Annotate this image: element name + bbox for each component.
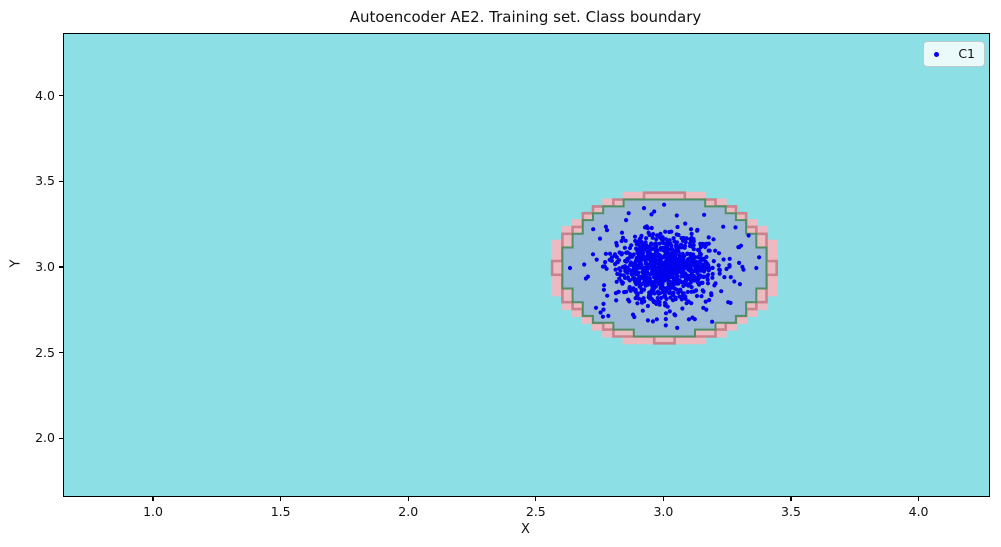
x-tick-mark [535, 496, 537, 501]
x-tick-label: 1.5 [270, 504, 291, 519]
x-tick-mark [152, 496, 154, 501]
y-tick-label: 4.0 [35, 87, 55, 103]
legend: C1 [923, 41, 985, 67]
x-tick-label: 4.0 [908, 504, 929, 519]
scatter-series-C1 [567, 202, 762, 330]
chart-title: Autoencoder AE2. Training set. Class bou… [349, 8, 702, 26]
legend-marker-dot-icon [934, 51, 940, 57]
y-tick-mark [58, 95, 63, 97]
x-tick-label: 3.5 [781, 504, 801, 519]
x-tick-mark [790, 496, 792, 501]
y-tick-label: 2.5 [35, 344, 55, 360]
x-tick-mark [662, 496, 665, 501]
y-tick-mark [58, 437, 63, 439]
x-tick-label: 3.0 [653, 504, 674, 519]
x-tick-label: 2.5 [525, 504, 546, 519]
axes-background [64, 34, 989, 496]
x-tick-mark [280, 496, 282, 501]
x-tick-mark [917, 496, 920, 501]
scatter-plot-canvas [64, 34, 989, 496]
x-axis-label: X [521, 522, 530, 537]
y-tick-label: 3.0 [35, 258, 55, 274]
y-tick-mark [58, 180, 63, 183]
plot-area: C1 [63, 33, 990, 497]
x-tick-label: 1.0 [143, 504, 163, 519]
y-tick-mark [58, 351, 63, 354]
y-tick-label: 3.5 [35, 173, 55, 189]
x-tick-label: 2.0 [398, 504, 419, 519]
y-tick-label: 2.0 [35, 430, 55, 446]
legend-label: C1 [958, 45, 975, 61]
y-tick-mark [58, 266, 63, 268]
x-tick-mark [407, 496, 409, 501]
boundary-outer-line [550, 191, 778, 345]
